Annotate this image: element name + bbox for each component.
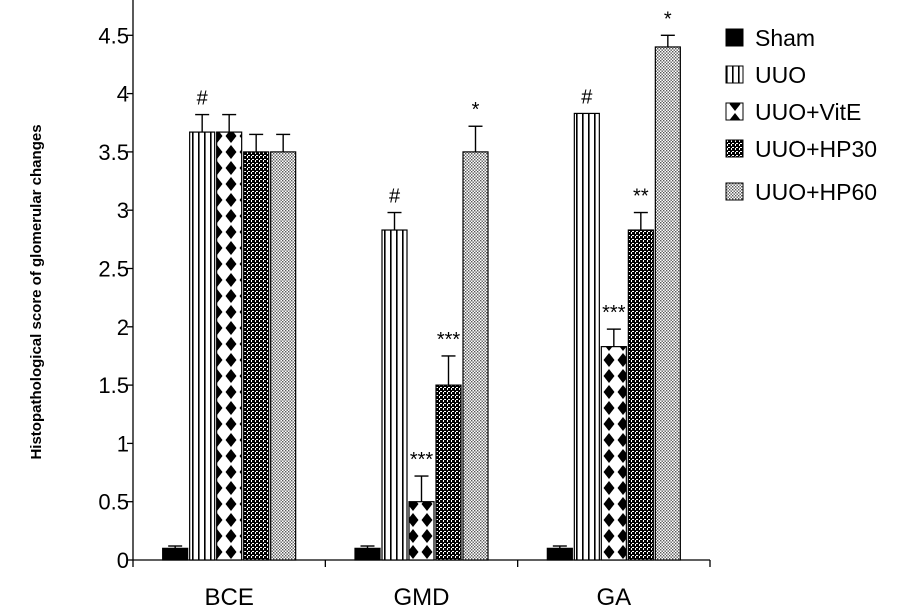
significance-label: ***	[437, 329, 461, 351]
y-tick-label: 1	[117, 431, 129, 456]
y-tick-label: 4	[117, 82, 129, 107]
bar	[655, 47, 680, 560]
y-tick-label: 4.5	[98, 23, 129, 48]
significance-label: *	[472, 99, 480, 121]
significance-label: #	[389, 186, 401, 208]
significance-label: ***	[602, 302, 626, 324]
y-tick-label: 2.5	[98, 257, 129, 282]
legend-label: UUO	[755, 62, 806, 88]
bar	[409, 502, 434, 560]
legend-label: UUO+VitE	[755, 99, 861, 125]
bar	[190, 132, 215, 560]
bar	[163, 548, 188, 560]
bar	[271, 152, 296, 560]
y-tick-label: 3	[117, 198, 129, 223]
bar	[244, 152, 269, 560]
x-category-label: GA	[596, 584, 631, 611]
y-tick-label: 2	[117, 315, 129, 340]
x-category-label: GMD	[394, 584, 450, 611]
significance-label: #	[581, 86, 593, 108]
y-tick-label: 1.5	[98, 373, 129, 398]
significance-label: *	[664, 8, 672, 30]
bar	[628, 230, 653, 560]
bar	[574, 113, 599, 560]
significance-label: **	[633, 186, 649, 208]
bar	[382, 230, 407, 560]
y-tick-label: 0.5	[98, 490, 129, 515]
bar	[355, 548, 380, 560]
bar	[547, 548, 572, 560]
bar	[436, 385, 461, 560]
legend-label: Sham	[755, 25, 815, 51]
legend-label: UUO+HP60	[755, 179, 877, 205]
bars: ##*******#******	[163, 8, 681, 560]
bar	[217, 132, 242, 560]
significance-label: ***	[410, 449, 434, 471]
y-tick-label: 3.5	[98, 140, 129, 165]
y-tick-label: 0	[117, 548, 129, 573]
x-category-label: BCE	[204, 584, 253, 611]
y-axis-label: Histopathological score of glomerular ch…	[28, 124, 45, 459]
bar	[463, 152, 488, 560]
legend-swatch	[726, 103, 743, 120]
legend-label: UUO+HP30	[755, 136, 877, 162]
legend-swatch	[726, 183, 743, 200]
legend-swatch	[726, 140, 743, 157]
significance-label: #	[197, 88, 209, 110]
bar	[601, 347, 626, 560]
legend-swatch	[726, 29, 743, 46]
legend-swatch	[726, 66, 743, 83]
legend: Sham UUO UUO+VitE UUO+HP30 UUO+HP60	[726, 25, 877, 205]
